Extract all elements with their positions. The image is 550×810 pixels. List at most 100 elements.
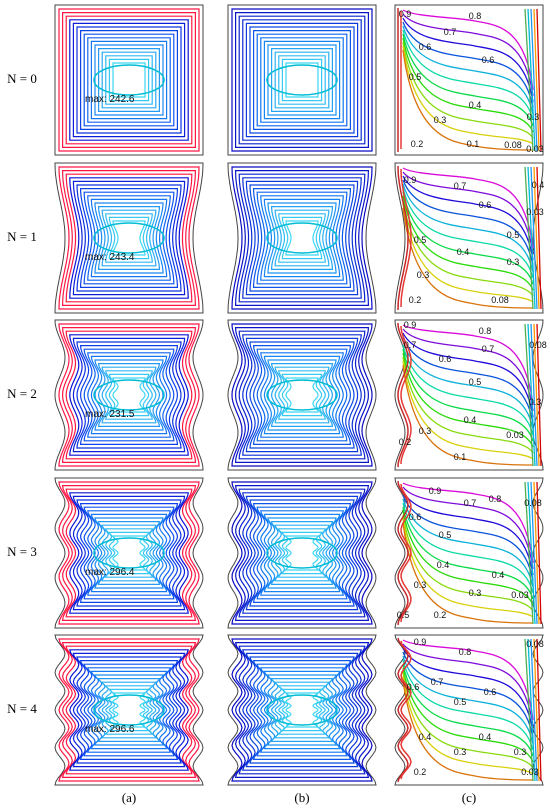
max-label: max: 296.6: [85, 724, 135, 735]
contour: [263, 670, 341, 750]
contour: [256, 191, 348, 285]
contour-label: 0.7: [404, 340, 417, 350]
isotherm: [402, 348, 534, 442]
isotherm: [402, 203, 534, 303]
isotherm: [402, 328, 534, 412]
core: [266, 694, 338, 726]
contour-label: 0.3: [529, 397, 542, 407]
isotherm: [400, 325, 412, 465]
contour-label: 0.9: [399, 9, 412, 19]
contour: [242, 19, 362, 141]
cavity-wall: [394, 477, 544, 629]
contour-label: 0.08: [526, 639, 544, 649]
contour: [238, 173, 366, 303]
isotherm: [402, 482, 534, 564]
contour: [242, 177, 362, 299]
contour: [252, 503, 352, 603]
contour: [278, 528, 326, 578]
contour: [69, 177, 189, 299]
contour: [83, 506, 175, 600]
contour-label: 0.08: [491, 295, 509, 305]
isotherm: [402, 498, 534, 588]
isotherm: [397, 165, 409, 311]
contour: [87, 37, 171, 123]
column-label: (b): [294, 790, 309, 805]
isotherm: [402, 364, 534, 466]
contour: [112, 220, 146, 256]
isotherm: [402, 679, 534, 781]
isotherm: [400, 483, 412, 623]
contour: [83, 33, 175, 127]
contour: [65, 173, 193, 303]
contour: [245, 495, 359, 611]
contour-label: 0.2: [411, 139, 424, 149]
contour: [270, 363, 334, 427]
contour: [241, 649, 363, 771]
contour-label: 0.6: [419, 42, 432, 52]
contour: [267, 517, 337, 589]
contour: [69, 334, 189, 456]
contour: [271, 48, 333, 112]
isotherm: [402, 340, 534, 430]
isotherm: [400, 640, 412, 780]
contour: [58, 481, 200, 625]
contour: [87, 352, 171, 438]
contour-label: 0.3: [434, 115, 447, 125]
contour: [65, 330, 193, 460]
contour: [72, 22, 186, 138]
column-label: (c): [462, 790, 476, 805]
max-label: max: 296.4: [85, 567, 135, 578]
contour: [65, 15, 193, 145]
contour: [83, 663, 175, 757]
contour-label: 0.5: [469, 377, 482, 387]
contour: [281, 58, 323, 102]
isotherm: [402, 663, 534, 757]
isotherm: [402, 37, 534, 133]
contour-label: 0.03: [506, 430, 524, 440]
contour-label: 0.1: [454, 452, 467, 462]
contour: [72, 337, 186, 453]
contour: [253, 188, 351, 288]
contour: [94, 44, 164, 116]
isotherm: [536, 638, 542, 782]
isotherm: [530, 481, 538, 625]
isotherm: [402, 518, 534, 618]
contour: [79, 660, 179, 760]
isotherm: [402, 352, 534, 448]
contour: [234, 327, 370, 463]
contour-label: 0.5: [454, 697, 467, 707]
contour: [98, 48, 160, 112]
contour: [238, 645, 366, 775]
max-label: max: 243.4: [85, 252, 135, 263]
contour: [278, 213, 326, 263]
contour: [112, 535, 146, 571]
contour-label: 0.5: [439, 530, 452, 540]
contour: [281, 216, 323, 260]
contour: [104, 685, 154, 735]
isotherm: [402, 49, 534, 151]
contour-label: 0.9: [404, 320, 417, 330]
contour: [234, 485, 370, 621]
contour: [86, 667, 172, 753]
isotherm: [397, 637, 409, 783]
contour: [231, 638, 373, 782]
core: [93, 694, 165, 726]
isotherm: [402, 510, 534, 606]
isotherm: [402, 25, 534, 115]
contour: [278, 370, 326, 420]
contour: [249, 499, 355, 607]
contour: [284, 692, 320, 728]
isotherm: [397, 322, 409, 468]
contour: [80, 30, 178, 130]
contour: [274, 366, 330, 424]
contour: [105, 528, 153, 578]
cavity-wall: [394, 634, 544, 786]
contour: [285, 377, 319, 413]
cavity-wall: [54, 4, 204, 156]
contour: [285, 220, 319, 256]
contour: [281, 373, 323, 417]
contour-label: 0.6: [407, 682, 420, 692]
contour: [238, 488, 366, 618]
isotherm: [533, 638, 540, 782]
